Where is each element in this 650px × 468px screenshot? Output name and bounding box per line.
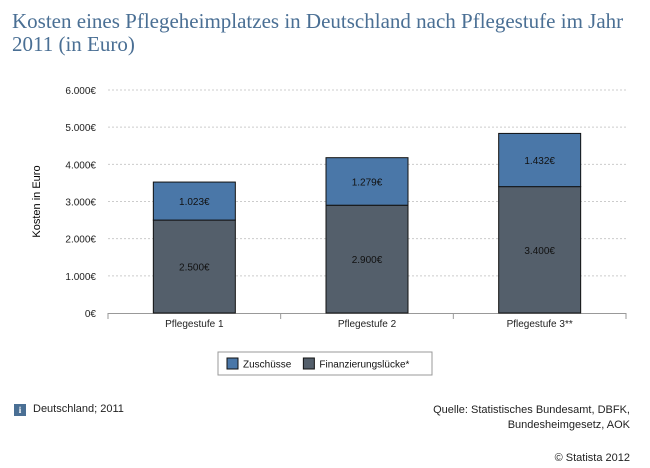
bar-segment-finanzierungslcke [325, 204, 409, 314]
info-icon[interactable]: i [14, 404, 26, 416]
data-label: 3.400€ [524, 246, 555, 257]
source-note: Quelle: Statistisches Bundesamt, DBFK, B… [370, 403, 630, 433]
data-label: 1.432€ [524, 156, 555, 167]
y-axis-title: Kosten in Euro [31, 165, 43, 237]
data-label: 2.500€ [179, 263, 210, 274]
legend-box [217, 351, 433, 376]
x-tick-label: Pflegestufe 1 [165, 319, 224, 330]
bar-segment-finanzierungslcke [498, 186, 582, 314]
y-tick-label: 2.000€ [65, 235, 96, 246]
legend-swatch [226, 357, 239, 370]
y-tick-label: 0€ [85, 309, 97, 320]
y-tick-label: 4.000€ [65, 160, 96, 171]
chart-title: Kosten eines Pflegeheimplatzes in Deutsc… [12, 9, 624, 56]
legend-label: Finanzierungslücke* [319, 360, 409, 371]
x-tick-label: Pflegestufe 3** [507, 319, 573, 330]
y-tick-label: 5.000€ [65, 123, 96, 134]
y-tick-label: 6.000€ [65, 86, 96, 97]
bar-segment-zuschsse [152, 181, 236, 221]
y-tick-label: 3.000€ [65, 198, 96, 209]
source-line-2: Bundesheimgesetz, AOK [507, 419, 630, 431]
bar-segment-zuschsse [325, 157, 409, 206]
copyright: © Statista 2012 [554, 452, 630, 464]
source-line-1: Quelle: Statistisches Bundesamt, DBFK, [433, 404, 630, 416]
bar-segment-zuschsse [498, 132, 582, 188]
stacked-bar-chart: 0€ 1.000€ 2.000€ 3.000€ 4.000€ 5.000€ 6.000€ Ko… [31, 86, 627, 376]
bar-segment-finanzierungslcke [152, 219, 236, 314]
data-label: 1.279€ [352, 177, 383, 188]
y-tick-label: 1.000€ [65, 272, 96, 283]
x-tick-label: Pflegestufe 2 [338, 319, 397, 330]
legend-swatch [302, 357, 315, 370]
region-year-note: Deutschland; 2011 [33, 403, 124, 415]
data-label: 1.023€ [179, 197, 210, 208]
data-label: 2.900€ [352, 255, 383, 266]
legend-label: Zuschüsse [243, 360, 292, 371]
